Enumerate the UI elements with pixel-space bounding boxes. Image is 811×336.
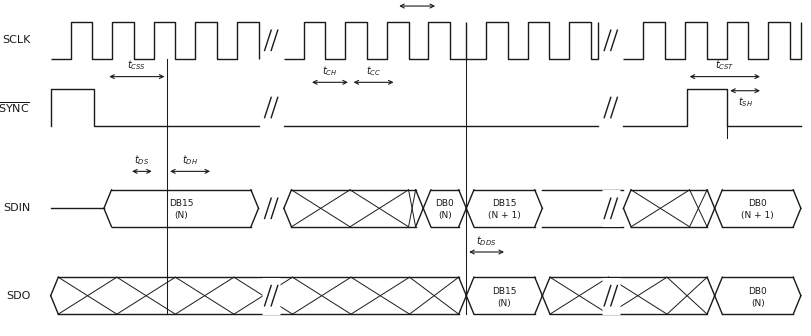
- Text: $t_{CH}$: $t_{CH}$: [322, 64, 337, 78]
- Text: DB15: DB15: [492, 200, 517, 208]
- Text: SDO: SDO: [6, 291, 31, 301]
- Text: (N + 1): (N + 1): [488, 211, 521, 220]
- Text: SDIN: SDIN: [3, 203, 31, 213]
- Text: DB0: DB0: [749, 200, 767, 208]
- Text: SCLK: SCLK: [2, 35, 31, 45]
- Text: $t_{DH}$: $t_{DH}$: [182, 153, 198, 167]
- Text: (N): (N): [751, 299, 765, 307]
- Text: $t_C$: $t_C$: [412, 0, 423, 2]
- Text: $\overline{\mathregular{SYNC}}$: $\overline{\mathregular{SYNC}}$: [0, 100, 31, 115]
- Text: DB15: DB15: [169, 200, 194, 208]
- Text: $t_{DS}$: $t_{DS}$: [135, 153, 149, 167]
- Text: $t_{DDS}$: $t_{DDS}$: [476, 234, 497, 248]
- Text: (N): (N): [174, 211, 188, 220]
- Text: $t_{CC}$: $t_{CC}$: [366, 64, 381, 78]
- Text: (N): (N): [497, 299, 511, 307]
- Text: $t_{CST}$: $t_{CST}$: [715, 58, 735, 72]
- Text: (N): (N): [438, 211, 452, 220]
- Text: $t_{SH}$: $t_{SH}$: [737, 95, 753, 109]
- Text: (N + 1): (N + 1): [741, 211, 775, 220]
- Text: DB0: DB0: [436, 200, 454, 208]
- Text: DB15: DB15: [492, 287, 517, 296]
- Text: DB0: DB0: [749, 287, 767, 296]
- Text: $t_{CSS}$: $t_{CSS}$: [127, 58, 146, 72]
